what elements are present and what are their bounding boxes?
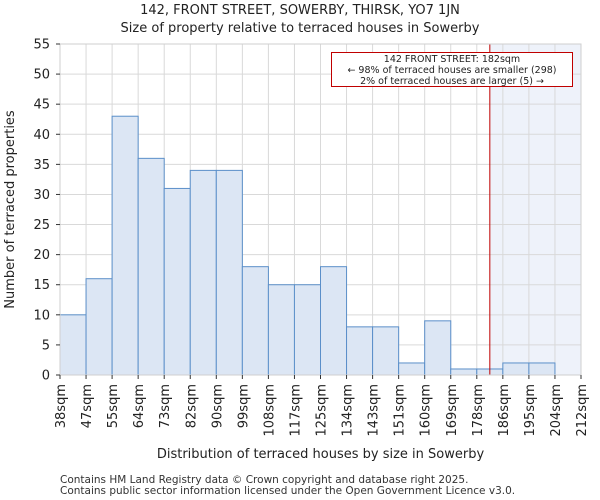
- x-tick-label: 64sqm: [132, 384, 147, 428]
- y-tick-label: 5: [42, 338, 50, 353]
- y-axis-ticks: 0 5 10 15 20 25 30 35 40 45 50 55: [33, 38, 60, 384]
- x-tick-label: 204sqm: [549, 384, 564, 437]
- x-tick-label: 73sqm: [158, 384, 173, 428]
- bar: [398, 362, 426, 376]
- x-tick-label: 99sqm: [236, 384, 251, 428]
- larger-properties-region: [489, 44, 581, 375]
- x-tick-label: 169sqm: [445, 384, 460, 437]
- x-tick-label: 90sqm: [210, 384, 225, 428]
- bar: [267, 284, 295, 376]
- y-tick-label: 10: [33, 308, 50, 323]
- x-tick-label: 38sqm: [54, 384, 69, 428]
- bar: [293, 284, 322, 376]
- x-tick-label: 47sqm: [80, 384, 95, 428]
- bar: [111, 115, 139, 376]
- y-tick-label: 50: [33, 68, 50, 83]
- bar: [215, 169, 243, 376]
- bar: [320, 266, 348, 376]
- y-tick-label: 15: [33, 278, 50, 293]
- x-tick-label: 195sqm: [523, 384, 538, 437]
- x-tick-label: 151sqm: [393, 384, 408, 437]
- y-tick-label: 40: [33, 128, 50, 143]
- bar: [372, 326, 400, 376]
- x-tick-label: 125sqm: [315, 384, 330, 437]
- x-tick-label: 178sqm: [471, 384, 486, 437]
- y-axis-label: Number of terraced properties: [3, 110, 18, 309]
- x-tick-label: 212sqm: [575, 384, 590, 437]
- x-tick-label: 82sqm: [184, 384, 199, 428]
- bar: [346, 326, 374, 376]
- y-tick-label: 30: [33, 188, 50, 203]
- bars: [59, 115, 556, 376]
- x-tick-label: 108sqm: [262, 384, 277, 437]
- bar: [450, 368, 478, 376]
- y-tick-label: 0: [42, 369, 50, 384]
- x-tick-label: 134sqm: [341, 384, 356, 437]
- annotation-title: 142 FRONT STREET: 182sqm: [383, 54, 521, 65]
- annotation-larger: 2% of terraced houses are larger (5) →: [360, 76, 544, 87]
- y-tick-label: 20: [33, 248, 50, 263]
- annotation-smaller: ← 98% of terraced houses are smaller (29…: [347, 65, 557, 76]
- bar: [502, 362, 530, 376]
- bar: [189, 169, 217, 376]
- property-annotation-box: 142 FRONT STREET: 182sqm ← 98% of terrac…: [331, 52, 573, 87]
- bar: [241, 266, 269, 376]
- x-tick-label: 160sqm: [419, 384, 434, 437]
- y-tick-label: 25: [33, 218, 50, 233]
- y-tick-label: 35: [33, 158, 50, 173]
- chart-subtitle: Size of property relative to terraced ho…: [120, 21, 480, 36]
- footer-line-2: Contains public sector information licen…: [60, 485, 516, 497]
- footer-line-1: Contains HM Land Registry data © Crown c…: [60, 474, 469, 486]
- bar: [424, 320, 452, 376]
- chart-title: 142, FRONT STREET, SOWERBY, THIRSK, YO7 …: [140, 3, 460, 18]
- bar: [163, 187, 191, 376]
- bar: [137, 157, 165, 376]
- x-axis-ticks: 38sqm 47sqm 55sqm 64sqm 73sqm 82sqm 90sqm 99sqm…: [54, 375, 590, 437]
- x-tick-label: 55sqm: [106, 384, 121, 428]
- x-tick-label: 186sqm: [497, 384, 512, 437]
- x-axis-label: Distribution of terraced houses by size …: [157, 447, 485, 462]
- y-tick-label: 55: [33, 38, 50, 53]
- x-tick-label: 117sqm: [288, 384, 303, 437]
- bar: [528, 362, 556, 376]
- x-tick-label: 143sqm: [367, 384, 382, 437]
- y-tick-label: 45: [33, 98, 50, 113]
- bar: [85, 278, 113, 376]
- bar: [59, 314, 87, 376]
